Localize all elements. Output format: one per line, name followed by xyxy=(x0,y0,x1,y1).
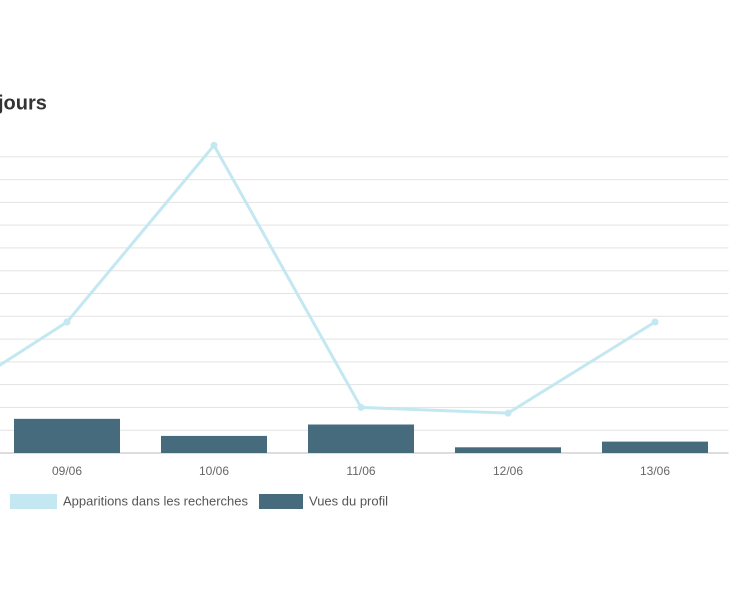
x-tick-label: 12/06 xyxy=(493,464,523,478)
line-point xyxy=(651,318,659,326)
x-tick-label: 13/06 xyxy=(640,464,670,478)
line-point xyxy=(210,141,218,149)
bar xyxy=(308,424,414,453)
line-point xyxy=(504,409,512,417)
x-tick-label: 10/06 xyxy=(199,464,229,478)
legend-swatch xyxy=(10,494,57,509)
bar xyxy=(455,447,561,453)
x-tick-label: 11/06 xyxy=(346,464,375,478)
legend-swatch xyxy=(259,494,303,509)
bar xyxy=(161,435,267,453)
line xyxy=(0,142,656,415)
line-point xyxy=(357,403,365,411)
chart-title: jours xyxy=(0,92,47,114)
legend-label: Apparitions dans les recherches xyxy=(63,493,248,508)
line-point xyxy=(63,318,71,326)
x-tick-label: 09/06 xyxy=(52,464,82,478)
bar xyxy=(602,441,708,453)
bar xyxy=(14,418,120,453)
legend-label: Vues du profil xyxy=(309,493,388,508)
